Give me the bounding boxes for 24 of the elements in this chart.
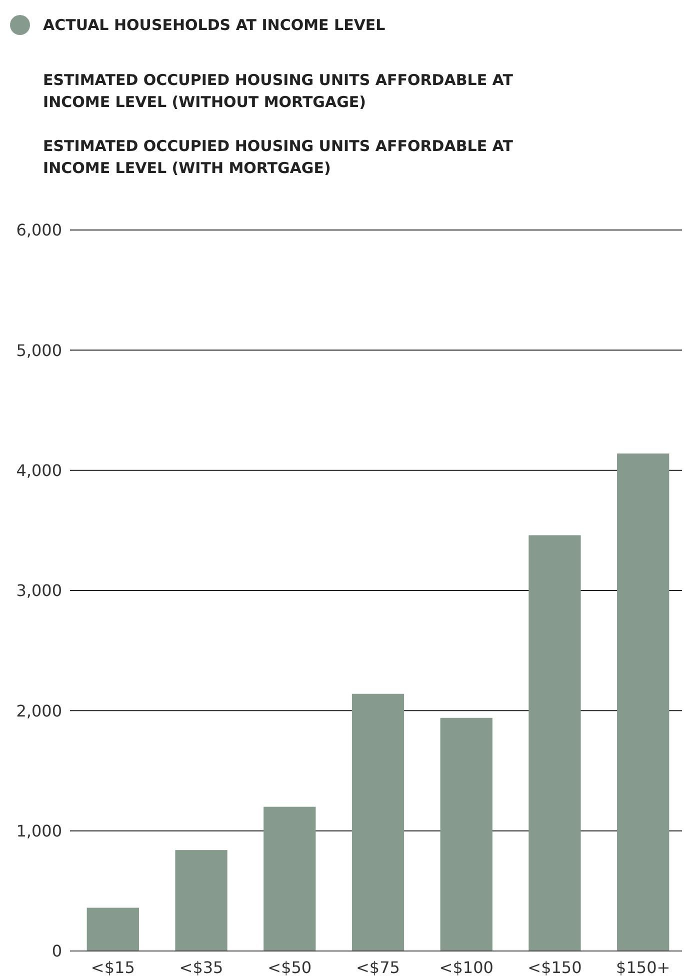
x-tick-label: <$35 xyxy=(179,958,224,977)
y-tick-label: 0 xyxy=(52,942,62,961)
x-tick-label: <$50 xyxy=(268,958,312,977)
text: ESTIMATED OCCUPIED HOUSING UNITS AFFORDABLE AT INCOME LEVEL (WITH MORTGAGE) xyxy=(43,137,514,177)
y-tick-label: 4,000 xyxy=(16,460,62,480)
bar xyxy=(175,850,228,951)
bar xyxy=(617,454,670,951)
bar xyxy=(352,694,404,951)
y-tick-label: 2,000 xyxy=(16,701,62,720)
x-tick-label: $150+ xyxy=(616,958,670,977)
x-tick-label: <$75 xyxy=(356,958,400,977)
text: ESTIMATED OCCUPIED HOUSING UNITS AFFORDABLE AT INCOME LEVEL (WITHOUT MORTGAGE) xyxy=(43,71,514,111)
y-tick-label: 5,000 xyxy=(16,340,62,360)
y-tick-label: 1,000 xyxy=(16,821,62,840)
x-tick-label: <$15 xyxy=(90,958,135,977)
x-tick-label: <$150 xyxy=(528,958,582,977)
bar xyxy=(264,806,316,951)
x-tick-label: <$100 xyxy=(439,958,494,977)
legend-label: ACTUAL HOUSEHOLDS AT INCOME LEVEL xyxy=(43,16,386,34)
bar xyxy=(528,535,581,951)
bar xyxy=(440,718,492,951)
y-tick-label: 3,000 xyxy=(16,581,62,600)
y-tick-label: 6,000 xyxy=(16,220,62,240)
bar xyxy=(86,908,139,951)
